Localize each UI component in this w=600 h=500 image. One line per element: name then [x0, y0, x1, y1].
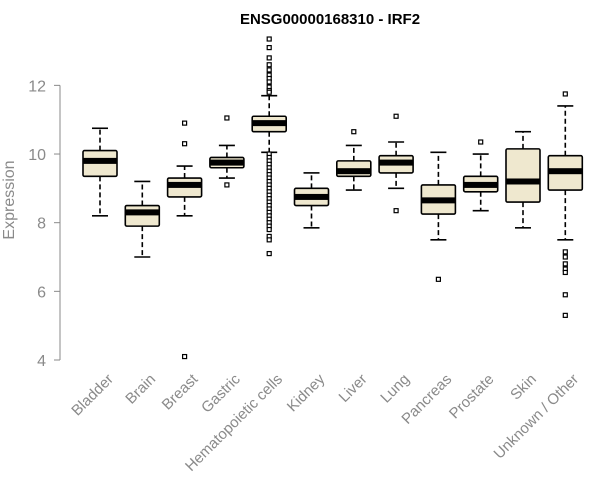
y-tick-label: 12	[28, 78, 46, 95]
outlier-point	[478, 139, 484, 145]
y-tick-label: 6	[37, 284, 46, 301]
box-breast	[166, 120, 203, 360]
outlier-point	[562, 249, 568, 255]
outlier-point	[266, 89, 272, 95]
outlier-point	[393, 208, 399, 214]
outlier-point	[224, 115, 230, 121]
outlier-point	[266, 44, 272, 51]
median-line	[209, 159, 244, 166]
box-gastric	[209, 115, 245, 188]
outlier-point	[224, 182, 230, 188]
x-tick-label: Skin	[507, 371, 540, 404]
box-liver	[335, 129, 372, 191]
outlier-point	[562, 254, 568, 260]
outlier-point	[182, 141, 188, 147]
y-tick-label: 10	[28, 147, 46, 164]
box-skin	[505, 130, 541, 229]
box-lung	[378, 113, 414, 214]
box-kidney	[293, 172, 330, 229]
outlier-point	[266, 62, 272, 68]
outlier-point	[562, 261, 568, 267]
box-brain	[124, 180, 161, 258]
outlier-point	[266, 250, 272, 257]
median-line	[506, 178, 540, 185]
x-tick-label: Bladder	[68, 371, 117, 420]
outlier-point	[351, 129, 357, 135]
outlier-point	[266, 55, 272, 61]
y-tick-label: 4	[37, 353, 46, 370]
box-iqr	[505, 148, 541, 203]
median-line	[379, 159, 414, 166]
boxes	[82, 36, 584, 360]
median-line	[463, 181, 498, 188]
median-line	[336, 168, 371, 175]
median-line	[548, 168, 583, 175]
x-tick-label: Breast	[159, 370, 202, 413]
outlier-point	[266, 226, 272, 233]
box-pancreas	[420, 151, 457, 282]
outlier-point	[266, 79, 272, 85]
outlier-point	[435, 276, 441, 282]
outlier-point	[562, 292, 568, 298]
outlier-point	[182, 353, 188, 360]
chart-title: ENSG00000168310 - IRF2	[240, 11, 420, 28]
outlier-point	[266, 67, 272, 73]
box-iqr	[124, 204, 161, 227]
x-tick-label: Brain	[122, 371, 159, 408]
x-tick-label: Liver	[336, 371, 371, 406]
outlier-point	[182, 120, 188, 126]
outlier-point	[562, 91, 568, 97]
median-line	[252, 120, 287, 127]
x-tick-label: Kidney	[284, 370, 329, 415]
median-line	[125, 209, 160, 216]
outlier-point	[266, 237, 272, 243]
median-line	[167, 181, 202, 188]
box-unknown-other	[547, 91, 584, 318]
median-line	[294, 193, 329, 200]
outlier-point	[266, 36, 272, 42]
median-line	[83, 157, 117, 164]
x-tick-label: Prostate	[446, 371, 498, 423]
box-prostate	[462, 139, 499, 212]
outlier-point	[562, 312, 568, 318]
y-tick-label: 8	[37, 216, 46, 233]
box-bladder	[82, 127, 118, 217]
outlier-point	[562, 269, 568, 276]
y-axis-label: Expression	[1, 160, 18, 239]
median-line	[421, 197, 456, 204]
x-tick-label: Lung	[377, 371, 413, 407]
outlier-point	[393, 113, 399, 119]
y-axis: 4 6 8 10 12	[28, 78, 61, 370]
box-hematopoietic-cells	[251, 36, 287, 257]
